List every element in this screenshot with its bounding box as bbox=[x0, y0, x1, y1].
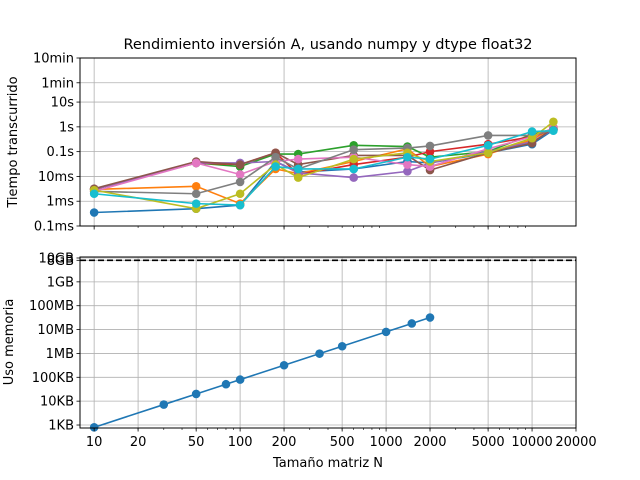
data-point bbox=[349, 145, 359, 154]
y-tick-label: 10KB bbox=[40, 395, 74, 410]
y-tick-label: 0.1s bbox=[47, 145, 75, 160]
time-chart-y-axis-label: Tiempo transcurrido bbox=[6, 76, 21, 208]
data-point bbox=[235, 170, 245, 179]
data-point bbox=[425, 154, 435, 164]
time-chart-title: Rendimiento inversión A, usando numpy y … bbox=[123, 37, 532, 53]
y-tick-label: 1GB bbox=[47, 275, 74, 290]
y-tick-label: 100KB bbox=[32, 371, 74, 386]
x-tick-label: 20 bbox=[130, 435, 147, 450]
x-tick-label: 50 bbox=[188, 435, 205, 450]
data-point bbox=[337, 341, 347, 351]
x-tick-label: 100 bbox=[228, 435, 253, 450]
data-point bbox=[89, 208, 99, 217]
y-tick-label: 10ms bbox=[38, 170, 74, 185]
memory-chart-y-axis-label: Uso memoria bbox=[2, 299, 17, 386]
data-point bbox=[159, 400, 169, 409]
data-point bbox=[349, 154, 359, 164]
data-point bbox=[549, 117, 558, 127]
data-point bbox=[271, 162, 280, 171]
y-tick-label: 10min bbox=[33, 52, 74, 67]
y-tick-label: 1ms bbox=[46, 195, 74, 210]
data-point bbox=[483, 141, 493, 150]
data-point bbox=[349, 173, 359, 182]
data-point bbox=[235, 177, 245, 187]
data-point bbox=[221, 379, 231, 389]
data-point bbox=[89, 423, 99, 432]
y-tick-label: 0.1ms bbox=[34, 220, 74, 235]
data-point bbox=[191, 189, 201, 199]
data-point bbox=[279, 360, 289, 370]
y-tick-label: 100MB bbox=[29, 299, 74, 314]
data-point bbox=[349, 164, 359, 174]
time-chart: Rendimiento inversión A, usando numpy y … bbox=[6, 37, 577, 235]
x-tick-label: 1000 bbox=[370, 435, 403, 450]
memory-chart-x-ticks: 10 20 50 100 200 500 1000 2000 5000 10000 20000 bbox=[86, 428, 597, 450]
data-point bbox=[235, 189, 245, 199]
data-point bbox=[293, 154, 303, 164]
data-point bbox=[527, 133, 537, 143]
y-tick-label: 1KB bbox=[48, 419, 74, 434]
x-tick-label: 5000 bbox=[472, 435, 505, 450]
data-point bbox=[235, 200, 245, 210]
time-chart-series bbox=[89, 117, 558, 217]
y-tick-label: 10GB bbox=[38, 251, 74, 266]
data-point bbox=[271, 152, 280, 162]
data-point bbox=[235, 375, 245, 384]
y-tick-label: 1MB bbox=[46, 347, 74, 362]
y-tick-label: 1min bbox=[41, 76, 74, 91]
time-chart-y-ticks: 0.1ms 1ms 10ms 0.1s 1s 10s 1min 10min bbox=[33, 52, 80, 235]
data-point bbox=[315, 349, 324, 358]
data-point bbox=[293, 164, 303, 174]
x-tick-label: 20000 bbox=[555, 435, 596, 450]
data-point bbox=[407, 319, 417, 328]
data-point bbox=[403, 152, 412, 162]
x-tick-label: 2000 bbox=[413, 435, 446, 450]
data-point bbox=[403, 160, 412, 169]
data-point bbox=[191, 199, 201, 208]
x-tick-label: 200 bbox=[272, 435, 297, 450]
y-tick-label: 8GB bbox=[47, 254, 74, 269]
data-point bbox=[425, 141, 435, 151]
x-tick-label: 10000 bbox=[511, 435, 552, 450]
memory-chart-x-axis-label: Tamaño matriz N bbox=[272, 456, 383, 471]
time-chart-x-ticks bbox=[93, 226, 526, 230]
data-point bbox=[527, 127, 537, 136]
data-point bbox=[89, 189, 99, 199]
data-point bbox=[483, 148, 493, 158]
data-point bbox=[483, 131, 493, 140]
memory-chart-series bbox=[89, 313, 435, 432]
data-point bbox=[191, 389, 201, 399]
x-tick-label: 10 bbox=[86, 435, 103, 450]
data-point bbox=[235, 160, 245, 169]
data-point bbox=[191, 181, 201, 191]
y-tick-label: 10MB bbox=[37, 323, 74, 338]
data-point bbox=[425, 313, 435, 322]
y-tick-label: 10s bbox=[51, 96, 75, 111]
data-point bbox=[549, 126, 558, 135]
data-point bbox=[293, 173, 303, 182]
x-tick-label: 500 bbox=[330, 435, 355, 450]
data-point bbox=[381, 327, 391, 337]
y-tick-label: 1s bbox=[59, 120, 74, 135]
data-point bbox=[403, 167, 412, 176]
data-point bbox=[191, 158, 201, 168]
